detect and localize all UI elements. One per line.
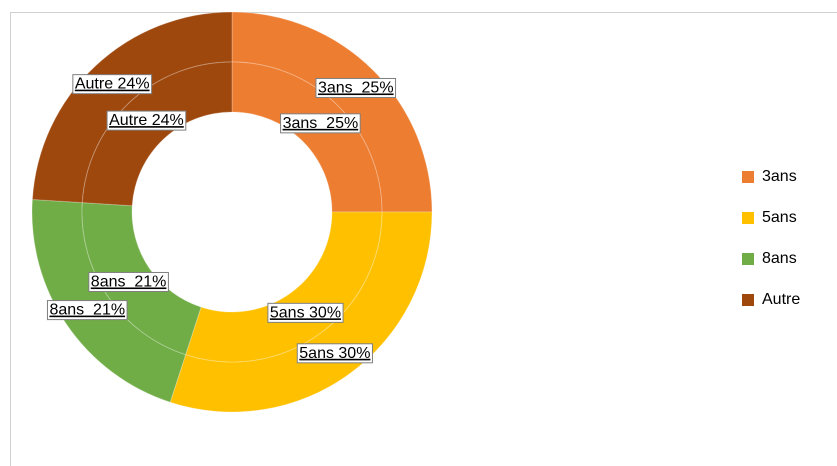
data-label-box: [267, 302, 344, 323]
data-label-box: [315, 77, 397, 98]
data-label: Autre 24%: [72, 74, 153, 95]
data-label-text: Autre 24%: [75, 76, 150, 93]
legend-swatch: [742, 171, 754, 183]
data-label-box: [46, 300, 128, 321]
data-label-box: [106, 110, 187, 131]
legend-swatch: [742, 253, 754, 265]
data-label-box: [72, 74, 153, 95]
data-label-text: Autre 24%: [109, 112, 184, 129]
data-label: 5ans 30%: [296, 343, 373, 364]
data-label-text: 5ans 30%: [270, 304, 341, 321]
legend-label: 8ans: [762, 250, 797, 267]
legend-swatch: [742, 212, 754, 224]
data-label: 3ans 25%: [315, 77, 397, 98]
data-label-text: 3ans 25%: [283, 115, 359, 132]
data-label-text: 3ans 25%: [318, 79, 394, 96]
data-label: 5ans 30%: [267, 302, 344, 323]
legend-swatch: [742, 294, 754, 306]
data-label: 8ans 21%: [88, 271, 169, 292]
data-label-box: [88, 271, 169, 292]
data-label: 8ans 21%: [46, 300, 128, 321]
legend-label: Autre: [762, 291, 800, 308]
legend-label: 5ans: [762, 209, 797, 226]
data-label: 3ans 25%: [280, 113, 361, 134]
data-label-text: 8ans 21%: [91, 273, 167, 290]
data-label-box: [280, 113, 361, 134]
data-label-box: [296, 343, 373, 364]
legend-label: 3ans: [762, 168, 797, 185]
data-label-text: 5ans 30%: [299, 345, 370, 362]
data-label-text: 8ans 21%: [49, 302, 125, 319]
data-label: Autre 24%: [106, 110, 187, 131]
donut-segment: [81, 61, 233, 207]
donut-segment: [185, 211, 383, 363]
